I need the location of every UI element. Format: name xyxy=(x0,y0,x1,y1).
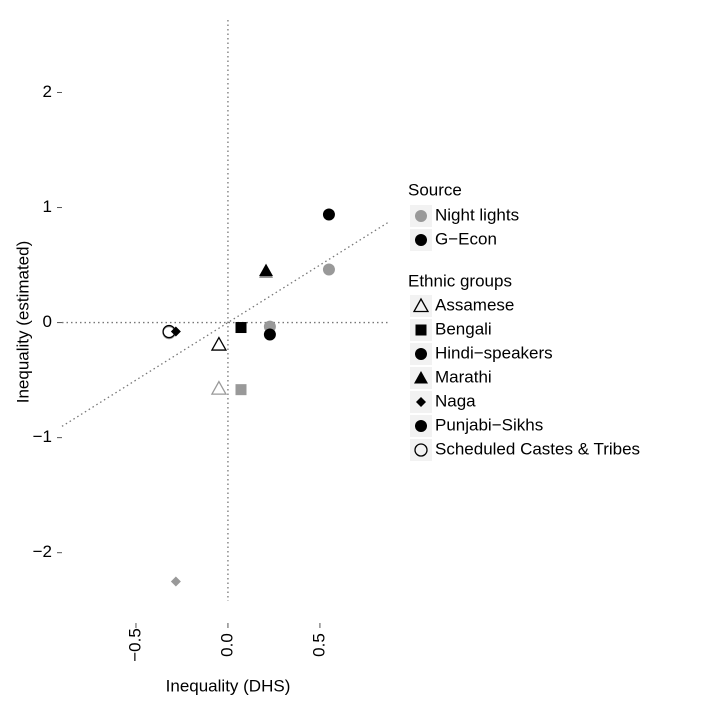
point xyxy=(210,380,228,395)
y-tick-label: −2 xyxy=(33,542,52,561)
legend-label: Assamese xyxy=(435,295,514,314)
point xyxy=(259,263,274,277)
point xyxy=(322,263,335,276)
legend-symbol xyxy=(416,397,426,407)
point xyxy=(210,336,228,351)
legend-label: Marathi xyxy=(435,367,492,386)
legend-label: Punjabi−Sikhs xyxy=(435,415,543,434)
legend-label: G−Econ xyxy=(435,229,497,248)
x-tick-label: 0.5 xyxy=(309,633,328,657)
point xyxy=(170,576,181,587)
legend-symbol xyxy=(415,348,427,360)
point xyxy=(235,322,247,334)
point xyxy=(322,208,335,221)
legend-label: Scheduled Castes & Tribes xyxy=(435,439,640,458)
y-tick-label: 2 xyxy=(43,82,52,101)
legend-symbol xyxy=(414,371,428,384)
y-axis-title: Inequality (estimated) xyxy=(13,241,32,404)
x-axis-title: Inequality (DHS) xyxy=(166,676,291,695)
legend-label: Naga xyxy=(435,391,476,410)
y-tick-label: 0 xyxy=(43,312,52,331)
legend-symbol xyxy=(414,443,428,457)
y-tick-label: −1 xyxy=(33,427,52,446)
legend-label: Night lights xyxy=(435,205,519,224)
legend-symbol xyxy=(415,234,427,246)
point xyxy=(170,326,181,337)
legend-symbol xyxy=(415,420,427,432)
legend-symbol xyxy=(415,210,427,222)
legend-label: Hindi−speakers xyxy=(435,343,553,362)
point xyxy=(162,324,176,339)
legend-key xyxy=(410,439,432,461)
x-tick-label: −0.5 xyxy=(125,628,144,662)
legend-symbol xyxy=(412,297,430,313)
x-tick-label: 0.0 xyxy=(217,633,236,657)
y-tick-label: 1 xyxy=(43,197,52,216)
legend-symbol xyxy=(415,324,427,336)
legend-title: Source xyxy=(408,180,462,199)
point xyxy=(235,384,247,396)
point xyxy=(263,328,276,341)
identity-line xyxy=(61,221,389,427)
legend-title: Ethnic groups xyxy=(408,271,512,290)
legend-label: Bengali xyxy=(435,319,492,338)
